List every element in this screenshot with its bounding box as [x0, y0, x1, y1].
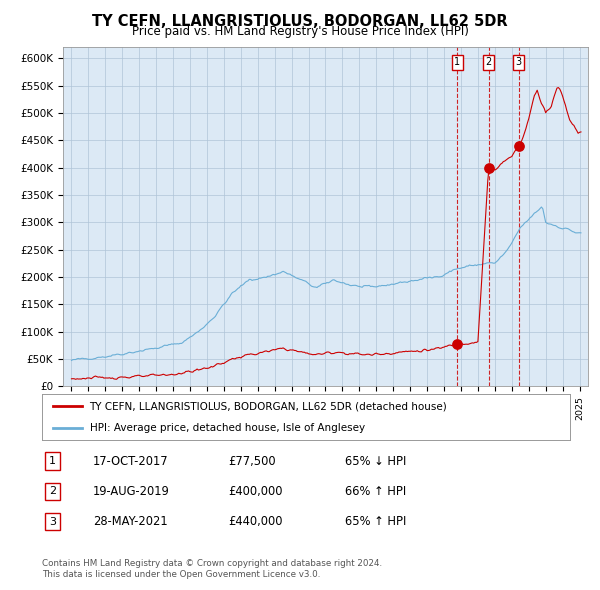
Point — [514, 141, 524, 150]
Point — [484, 163, 493, 172]
Text: 66% ↑ HPI: 66% ↑ HPI — [345, 485, 406, 498]
Text: TY CEFN, LLANGRISTIOLUS, BODORGAN, LL62 5DR (detached house): TY CEFN, LLANGRISTIOLUS, BODORGAN, LL62 … — [89, 401, 447, 411]
Text: 65% ↓ HPI: 65% ↓ HPI — [345, 455, 406, 468]
Text: 65% ↑ HPI: 65% ↑ HPI — [345, 515, 406, 528]
Text: Contains HM Land Registry data © Crown copyright and database right 2024.: Contains HM Land Registry data © Crown c… — [42, 559, 382, 568]
Text: 28-MAY-2021: 28-MAY-2021 — [93, 515, 167, 528]
Text: 17-OCT-2017: 17-OCT-2017 — [93, 455, 169, 468]
Text: 2: 2 — [485, 57, 492, 67]
Text: 1: 1 — [454, 57, 460, 67]
Text: HPI: Average price, detached house, Isle of Anglesey: HPI: Average price, detached house, Isle… — [89, 423, 365, 433]
Text: 3: 3 — [515, 57, 522, 67]
Point — [452, 339, 462, 349]
Text: £440,000: £440,000 — [228, 515, 283, 528]
Text: 19-AUG-2019: 19-AUG-2019 — [93, 485, 170, 498]
Text: 1: 1 — [49, 457, 56, 466]
Text: Price paid vs. HM Land Registry's House Price Index (HPI): Price paid vs. HM Land Registry's House … — [131, 25, 469, 38]
Text: 2: 2 — [49, 487, 56, 496]
Text: This data is licensed under the Open Government Licence v3.0.: This data is licensed under the Open Gov… — [42, 570, 320, 579]
Text: 3: 3 — [49, 517, 56, 526]
Text: TY CEFN, LLANGRISTIOLUS, BODORGAN, LL62 5DR: TY CEFN, LLANGRISTIOLUS, BODORGAN, LL62 … — [92, 14, 508, 29]
Text: £77,500: £77,500 — [228, 455, 275, 468]
Text: £400,000: £400,000 — [228, 485, 283, 498]
